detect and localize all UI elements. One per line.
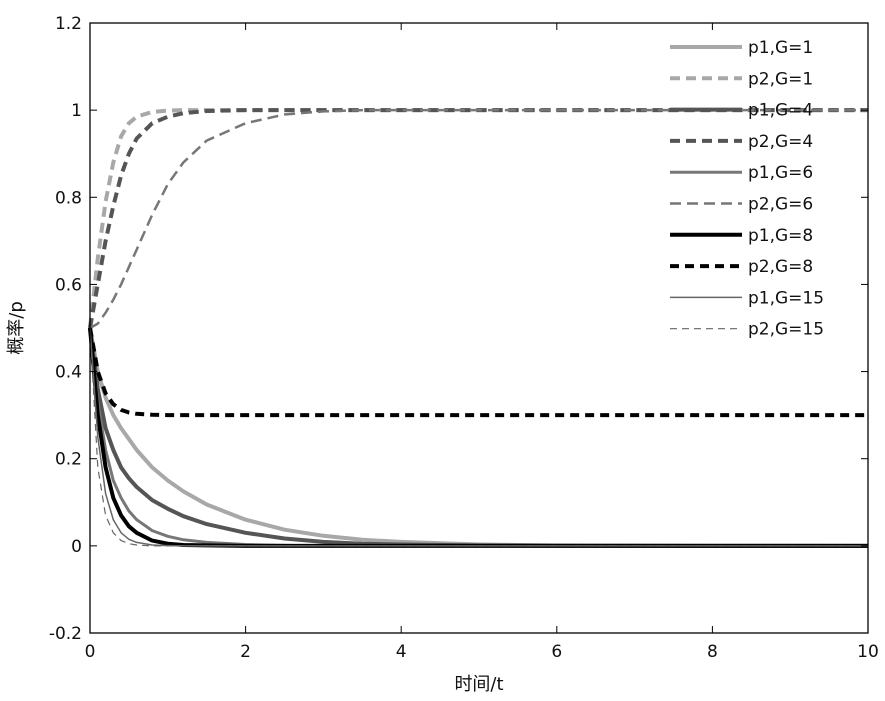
y-tick-label: 0.6 xyxy=(55,275,82,295)
legend-label: p1,G=15 xyxy=(748,288,824,308)
y-tick-label: 0.4 xyxy=(55,363,82,383)
y-tick-label: 0.8 xyxy=(55,188,82,208)
legend-label: p1,G=6 xyxy=(748,163,813,183)
x-axis-label: 时间/t xyxy=(454,674,503,695)
x-tick-label: 0 xyxy=(85,642,96,662)
legend: p1,G=1 p2,G=1 p1,G=4 p2,G=4 p1,G=6 p2,G=6 p1,G… xyxy=(670,38,824,340)
plot-lines xyxy=(88,108,869,548)
legend-label: p2,G=8 xyxy=(748,257,813,277)
legend-label: p1,G=8 xyxy=(748,226,813,246)
y-tick-label: 1.2 xyxy=(55,14,82,34)
series-line-p2-g-8 xyxy=(88,327,868,418)
legend-label: p1,G=4 xyxy=(748,101,813,121)
x-tick-label: 6 xyxy=(551,642,562,662)
legend-label: p2,G=1 xyxy=(748,69,813,89)
series-line-p2-g-15 xyxy=(89,327,868,547)
x-tick-label: 4 xyxy=(396,642,407,662)
plot-frame xyxy=(89,22,869,634)
x-tick-label: 10 xyxy=(857,642,879,662)
y-axis-label: 概率/p xyxy=(6,301,27,355)
x-axis: 0 2 4 6 8 10 xyxy=(85,23,879,662)
y-tick-label: 1 xyxy=(71,101,82,121)
legend-label: p2,G=6 xyxy=(748,195,813,215)
legend-label: p2,G=4 xyxy=(748,132,813,152)
y-tick-label: -0.2 xyxy=(49,624,82,644)
y-tick-label: 0.2 xyxy=(55,450,82,470)
y-tick-label: 0 xyxy=(71,537,82,557)
series-line-p2-g-6 xyxy=(89,108,868,330)
x-tick-label: 8 xyxy=(707,642,718,662)
legend-label: p2,G=15 xyxy=(748,320,824,340)
x-tick-label: 2 xyxy=(240,642,251,662)
y-axis: -0.2 0 0.2 0.4 0.6 0.8 1 1.2 xyxy=(49,14,868,644)
legend-label: p1,G=1 xyxy=(748,38,813,58)
